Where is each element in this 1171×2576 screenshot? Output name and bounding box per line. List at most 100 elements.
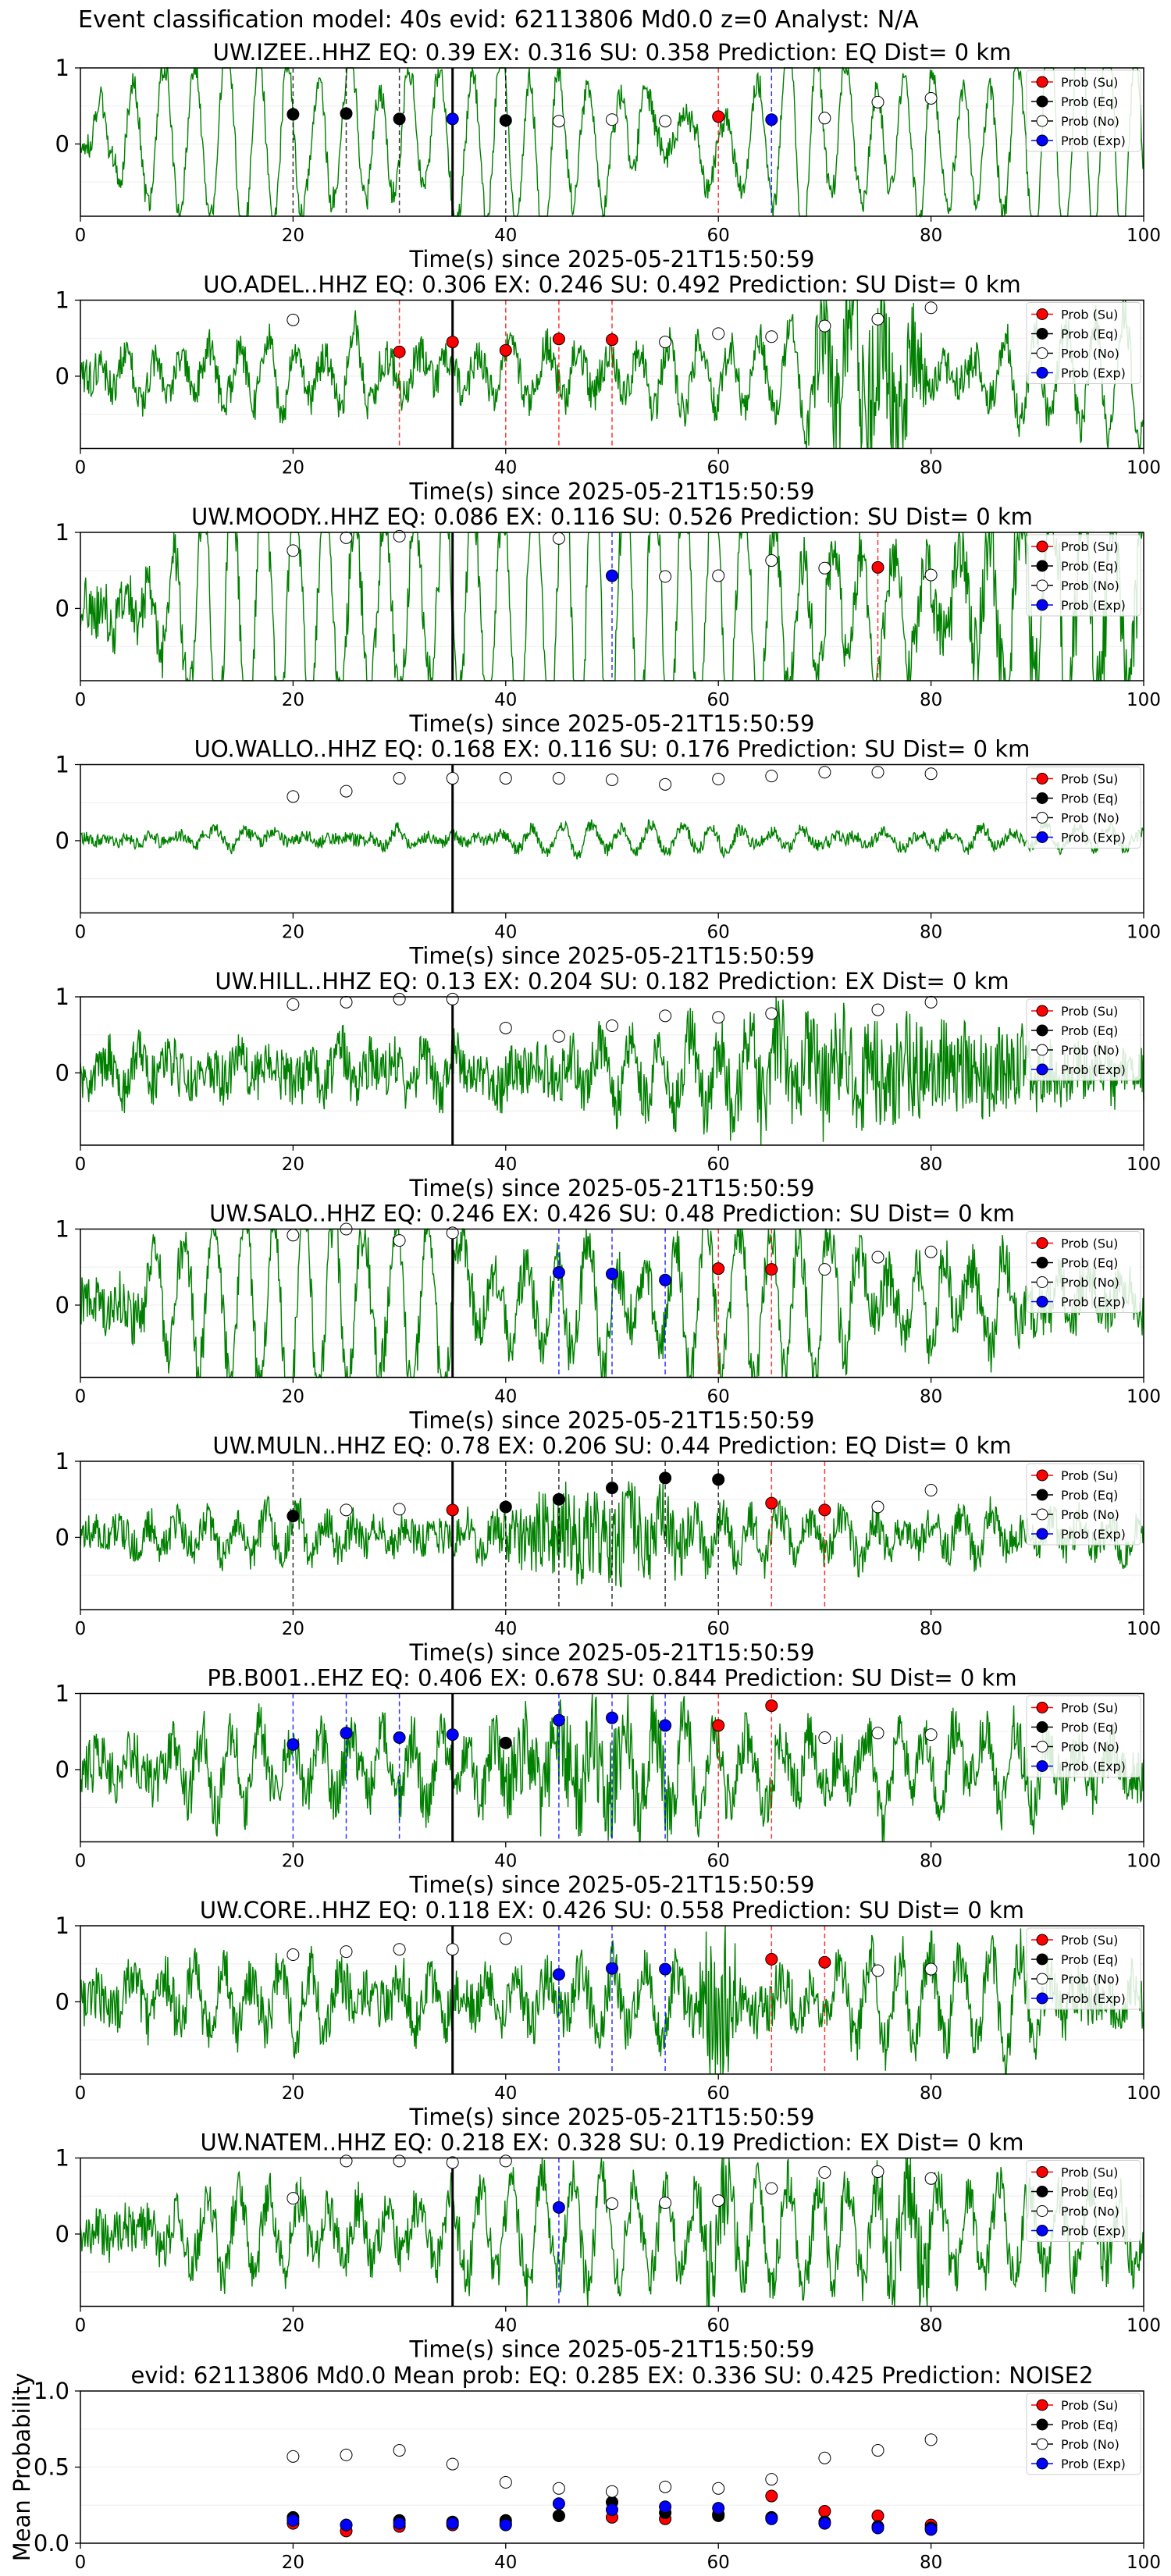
prob-point-exp <box>340 1727 353 1740</box>
legend-label-eq: Prob (Eq) <box>1061 327 1118 342</box>
prob-point-no <box>499 2154 512 2168</box>
legend: Prob (Su) Prob (Eq) Prob (No) Prob (Exp) <box>1026 1463 1141 1546</box>
legend-marker-exp <box>1036 367 1048 379</box>
legend-label-su: Prob (Su) <box>1061 1236 1118 1251</box>
x-tick-label: 80 <box>920 1155 942 1175</box>
station-panel-UW.IZEE..HHZ: UW.IZEE..HHZ EQ: 0.39 EX: 0.316 SU: 0.35… <box>55 39 1161 272</box>
legend-label-su: Prob (Su) <box>1061 1468 1118 1483</box>
legend-frame <box>1026 1231 1141 1313</box>
legend-marker-su <box>1036 308 1048 320</box>
panel-title: UW.NATEM..HHZ EQ: 0.218 EX: 0.328 SU: 0.… <box>200 2129 1023 2156</box>
prob-point-su <box>446 336 459 349</box>
x-tick-label: 20 <box>282 1387 304 1407</box>
x-tick-label: 20 <box>282 1155 304 1175</box>
x-tick-label: 60 <box>707 2316 730 2336</box>
mean-probability-panel: evid: 62113806 Md0.0 Mean prob: EQ: 0.28… <box>9 2362 1161 2573</box>
x-tick-label: 100 <box>1127 226 1161 246</box>
mean-point-exp <box>606 2503 618 2517</box>
prob-point-exp <box>393 1731 406 1745</box>
x-tick-label: 0 <box>75 2083 87 2104</box>
legend-marker-no <box>1036 812 1048 824</box>
x-tick-label: 20 <box>282 2553 304 2573</box>
x-tick-label: 0 <box>75 458 87 479</box>
legend-marker-exp <box>1036 1760 1048 1772</box>
legend-marker-no <box>1036 2438 1048 2450</box>
prob-point-exp <box>446 1728 459 1742</box>
mean-point-no <box>340 2448 353 2461</box>
prob-point-eq <box>499 1736 512 1749</box>
prob-point-no <box>712 327 725 340</box>
y-tick-label: 0 <box>55 2221 69 2247</box>
legend: Prob (Su) Prob (Eq) Prob (No) Prob (Exp) <box>1026 69 1141 152</box>
y-tick-label: 1 <box>55 1448 69 1475</box>
prob-point-exp <box>552 1968 565 1981</box>
y-tick-label: 0.5 <box>34 2454 69 2481</box>
mean-point-su <box>818 2505 831 2518</box>
x-tick-label: 60 <box>707 2083 730 2104</box>
x-tick-label: 40 <box>494 1619 517 1639</box>
prob-point-su <box>606 333 618 347</box>
prob-point-no <box>446 772 459 785</box>
prob-point-su <box>499 343 512 357</box>
legend-marker-no <box>1036 2205 1048 2217</box>
prob-point-no <box>606 113 618 126</box>
legend-frame <box>1026 1695 1141 1777</box>
prob-point-exp <box>606 1962 618 1975</box>
mean-point-no <box>871 2444 884 2457</box>
axes-frame <box>80 532 1144 681</box>
legend: Prob (Su) Prob (Eq) Prob (No) Prob (Exp) <box>1026 2393 1141 2475</box>
prob-point-no <box>552 115 565 128</box>
legend-label-exp: Prob (Exp) <box>1061 1991 1126 2006</box>
prob-point-no <box>340 531 353 544</box>
prob-point-eq <box>552 1493 565 1506</box>
legend-label-no: Prob (No) <box>1061 578 1119 593</box>
legend-frame <box>1026 998 1141 1081</box>
station-panel-UW.NATEM..HHZ: UW.NATEM..HHZ EQ: 0.218 EX: 0.328 SU: 0.… <box>55 2129 1161 2363</box>
prob-point-no <box>924 1962 938 1976</box>
panel-title: UW.IZEE..HHZ EQ: 0.39 EX: 0.316 SU: 0.35… <box>213 39 1012 66</box>
prob-point-su <box>712 1262 725 1276</box>
waveform-trace <box>80 996 1144 1145</box>
legend-frame <box>1026 1463 1141 1546</box>
legend-label-exp: Prob (Exp) <box>1061 1062 1126 1077</box>
axes-frame <box>80 763 1144 914</box>
y-tick-label: 1 <box>55 287 69 314</box>
x-tick-label: 60 <box>707 2553 730 2573</box>
prob-point-no <box>871 1500 884 1514</box>
prob-point-eq <box>340 107 353 120</box>
legend-label-no: Prob (No) <box>1061 347 1119 361</box>
mean-point-no <box>659 2480 672 2493</box>
mean-point-no <box>499 2476 512 2489</box>
prob-point-no <box>499 1021 512 1034</box>
x-tick-label: 80 <box>920 923 942 943</box>
legend-label-su: Prob (Su) <box>1061 539 1118 554</box>
prob-point-no <box>606 2197 618 2210</box>
panel-title: UW.MULN..HHZ EQ: 0.78 EX: 0.206 SU: 0.44… <box>212 1432 1011 1459</box>
legend-marker-eq <box>1036 95 1048 108</box>
prob-point-no <box>924 995 938 1009</box>
x-tick-label: 100 <box>1127 1387 1161 1407</box>
prob-point-eq <box>606 1482 618 1495</box>
legend-label-exp: Prob (Exp) <box>1061 831 1126 845</box>
panel-title: evid: 62113806 Md0.0 Mean prob: EQ: 0.28… <box>130 2362 1093 2389</box>
prob-point-no <box>499 1932 512 1945</box>
legend-marker-no <box>1036 1508 1048 1521</box>
prob-point-no <box>871 1727 884 1740</box>
prob-point-no <box>446 1943 459 1956</box>
prob-point-no <box>287 313 300 326</box>
prob-point-su <box>765 1699 778 1713</box>
panel-title: UW.HILL..HHZ EQ: 0.13 EX: 0.204 SU: 0.18… <box>215 968 1009 994</box>
prob-point-no <box>287 998 300 1011</box>
x-tick-label: 40 <box>494 458 517 479</box>
legend-marker-su <box>1036 1934 1048 1946</box>
legend-marker-no <box>1036 579 1048 592</box>
prob-point-eq <box>287 108 300 121</box>
prob-point-no <box>818 1263 831 1276</box>
mean-point-no <box>924 2433 938 2446</box>
legend-marker-exp <box>1036 2457 1048 2470</box>
station-panel-UW.MULN..HHZ: UW.MULN..HHZ EQ: 0.78 EX: 0.206 SU: 0.44… <box>55 1432 1161 1666</box>
legend-marker-eq <box>1036 2418 1048 2431</box>
y-tick-label: 1 <box>55 55 69 81</box>
x-tick-label: 0 <box>75 1619 87 1639</box>
mean-point-exp <box>712 2502 725 2515</box>
